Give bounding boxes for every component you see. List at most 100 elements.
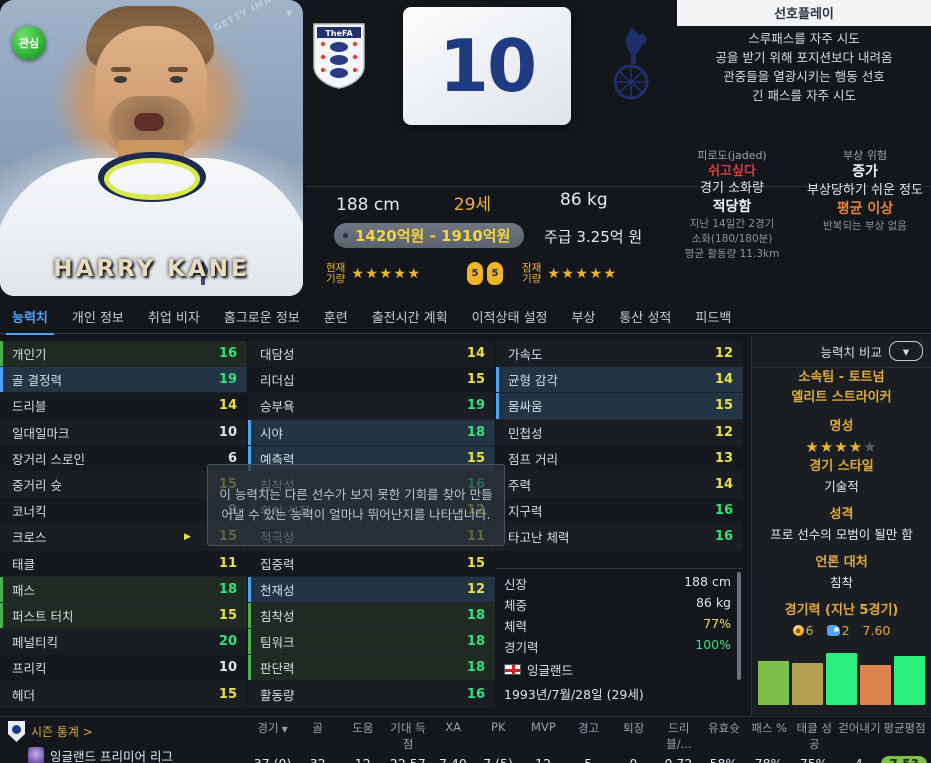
attribute-row[interactable]: 활동량 16 bbox=[248, 681, 495, 708]
spacer bbox=[752, 544, 931, 553]
attribute-row[interactable]: 주력 14 bbox=[496, 471, 743, 499]
attribute-row[interactable]: 승부욕 19 bbox=[248, 393, 495, 420]
stat-header[interactable]: 평균평점 bbox=[883, 721, 926, 735]
bio-scrollbar[interactable] bbox=[737, 572, 741, 680]
stat-header[interactable]: 도움 bbox=[352, 721, 374, 735]
stat-header[interactable]: 드리블/... bbox=[666, 721, 692, 751]
stat-header[interactable]: 퇴장 bbox=[623, 721, 645, 735]
attribute-row[interactable]: 골 결정력 19 bbox=[0, 367, 247, 394]
interest-badge[interactable]: 관심 bbox=[12, 26, 46, 60]
attribute-row[interactable]: 시야 18 bbox=[248, 419, 495, 446]
bio-divider bbox=[496, 568, 743, 569]
attribute-row[interactable]: 일대일마크 10 bbox=[0, 419, 247, 446]
attribute-row[interactable]: 패스 18 bbox=[0, 576, 247, 603]
attribute-row[interactable]: 장거리 스로인 6 bbox=[0, 445, 247, 472]
attribute-row[interactable]: 판단력 18 bbox=[248, 655, 495, 682]
competition-row[interactable]: 잉글랜드 프리미어 리그 bbox=[28, 746, 173, 763]
stat-header[interactable]: 기대 득점 bbox=[390, 721, 426, 751]
stat-header[interactable]: PK bbox=[491, 720, 506, 734]
attribute-row[interactable]: 천재성 12 bbox=[248, 576, 495, 603]
attribute-row[interactable]: 타고난 체력 16 bbox=[496, 524, 743, 551]
tab-7[interactable]: 부상 bbox=[571, 311, 596, 326]
comparison-header[interactable]: 능력치 비교 ▾ bbox=[752, 336, 931, 368]
attribute-row[interactable]: 침착성 18 bbox=[248, 602, 495, 630]
attribute-row[interactable]: 드리블 14 bbox=[0, 393, 247, 420]
attribute-row[interactable]: 코너킥9 bbox=[0, 498, 247, 525]
attribute-row[interactable]: 대담성 14 bbox=[248, 341, 495, 368]
attribute-row[interactable]: 중거리 슛15 bbox=[0, 471, 247, 499]
nationality-label: 잉글랜드 bbox=[527, 663, 574, 678]
attribute-row[interactable]: 퍼스트 터치 15 bbox=[0, 602, 247, 630]
condition-note-2: 소화(180/180분) bbox=[691, 233, 773, 245]
season-stats-header[interactable]: 시즌 통계 > bbox=[8, 721, 173, 742]
attribute-row[interactable]: 민첩성 12 bbox=[496, 419, 743, 446]
attribute-name: 예측력 bbox=[260, 451, 295, 467]
stat-value: 4 bbox=[836, 756, 881, 763]
attribute-row[interactable]: 페널티킥 20 bbox=[0, 629, 247, 656]
england-flag-icon bbox=[504, 664, 521, 675]
stat-header[interactable]: 골 bbox=[312, 721, 323, 735]
chevron-down-icon[interactable]: ▾ bbox=[286, 6, 293, 21]
stat-header[interactable]: XA bbox=[445, 720, 461, 734]
average-rating-pill: 7.53 bbox=[881, 756, 927, 763]
attribute-row[interactable]: 몸싸움 15 bbox=[496, 393, 743, 420]
tab-6[interactable]: 이적상태 설정 bbox=[471, 311, 548, 326]
tab-2[interactable]: 취업 비자 bbox=[147, 311, 200, 326]
attribute-value: 14 bbox=[218, 398, 237, 414]
attribute-row[interactable]: 헤더 15 bbox=[0, 681, 247, 708]
photo-collar-inner bbox=[104, 158, 200, 200]
attribute-row[interactable]: 집중력 15 bbox=[248, 550, 495, 577]
attribute-name: 패스 bbox=[12, 582, 36, 598]
attribute-name: 리더십 bbox=[260, 373, 295, 389]
attribute-row[interactable]: 리더십 15 bbox=[248, 367, 495, 394]
stat-header[interactable]: 태클 성공 bbox=[796, 721, 832, 751]
role-label: 엘리트 스트라이커 bbox=[791, 390, 892, 405]
stat-value: 58% bbox=[701, 756, 746, 763]
attribute-row[interactable]: 태클 11 bbox=[0, 550, 247, 577]
tab-5[interactable]: 출전시간 계획 bbox=[371, 311, 448, 326]
stat-header[interactable]: MVP bbox=[531, 720, 556, 734]
tab-4[interactable]: 훈련 bbox=[323, 311, 348, 326]
stat-header[interactable]: 걷어내기 bbox=[838, 721, 881, 735]
attribute-value: 14 bbox=[466, 346, 485, 362]
ball-icon bbox=[792, 625, 804, 636]
tab-3[interactable]: 홈그로운 정보 bbox=[223, 311, 300, 326]
workload-label: 경기 소화량 bbox=[700, 181, 764, 196]
bio-value: 86 kg bbox=[695, 595, 731, 610]
attribute-value: 14 bbox=[714, 477, 733, 493]
stat-header[interactable]: 경기 ▼ bbox=[257, 721, 288, 735]
tab-9[interactable]: 피드백 bbox=[695, 311, 732, 326]
stat-header[interactable]: 유효슛 bbox=[708, 721, 740, 735]
attribute-row[interactable]: 개인기 16 bbox=[0, 341, 247, 368]
stats-value-row: 37 (0)321222.577.407 (5)12500.7258%78%75… bbox=[250, 756, 927, 763]
season-stats-link[interactable]: 시즌 통계 > bbox=[31, 725, 93, 739]
attribute-row[interactable]: 지구력 16 bbox=[496, 498, 743, 525]
form-summary: 6 2 7.60 bbox=[752, 621, 931, 641]
tab-0[interactable]: 능력치 bbox=[0, 307, 60, 335]
playstyle-value: 기술적 bbox=[824, 479, 859, 494]
sort-caret-icon[interactable]: ▼ bbox=[281, 725, 288, 734]
tab-8[interactable]: 통산 성적 bbox=[619, 311, 672, 326]
attribute-row[interactable]: 팀워크 18 bbox=[248, 629, 495, 656]
potential-ability-stars: ★★★★★ bbox=[547, 266, 618, 282]
attribute-row[interactable]: 프리킥 10 bbox=[0, 655, 247, 682]
season-stats-left: 시즌 통계 > 잉글랜드 프리미어 리그 bbox=[8, 721, 173, 763]
preferred-moves-list: 스루패스를 자주 시도 공을 받기 위해 포지션보다 내려옴 관중들을 열광시키… bbox=[677, 26, 931, 105]
attribute-value: 15 bbox=[714, 398, 733, 414]
current-ability-label-line1: 현재 bbox=[326, 262, 346, 274]
attribute-row[interactable]: 점프 거리 13 bbox=[496, 445, 743, 472]
photo-brow-left bbox=[111, 67, 131, 72]
attribute-row[interactable]: 균형 감각 14 bbox=[496, 367, 743, 394]
player-value-pill[interactable]: 1420억원 - 1910억원 bbox=[334, 223, 525, 248]
sort-caret-icon[interactable]: ▶ bbox=[183, 531, 191, 542]
stat-value: 22.57 bbox=[385, 756, 430, 763]
stat-header[interactable]: 패스 % bbox=[751, 721, 787, 735]
attribute-row[interactable]: 가속도 12 bbox=[496, 341, 743, 368]
player-photo-card[interactable]: GETTY IMAGES 관심 HARRY KANE bbox=[0, 0, 303, 296]
potential-ability-label-line1: 잠재 bbox=[522, 262, 542, 274]
tab-1[interactable]: 개인 정보 bbox=[71, 311, 124, 326]
stat-header[interactable]: 경고 bbox=[577, 721, 600, 735]
attribute-column-mental: 대담성14리더십15승부욕19시야18예측력15침착성16위치 선정12적극성1… bbox=[248, 341, 495, 708]
comparison-dropdown-button[interactable]: ▾ bbox=[889, 341, 923, 361]
